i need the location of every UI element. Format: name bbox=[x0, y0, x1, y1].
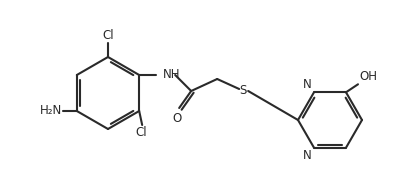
Text: N: N bbox=[303, 78, 312, 91]
Text: H₂N: H₂N bbox=[40, 105, 62, 118]
Text: Cl: Cl bbox=[102, 29, 114, 42]
Text: N: N bbox=[303, 149, 312, 162]
Text: NH: NH bbox=[163, 68, 181, 81]
Text: OH: OH bbox=[359, 70, 377, 83]
Text: O: O bbox=[172, 112, 182, 125]
Text: S: S bbox=[239, 84, 247, 98]
Text: Cl: Cl bbox=[135, 126, 147, 139]
